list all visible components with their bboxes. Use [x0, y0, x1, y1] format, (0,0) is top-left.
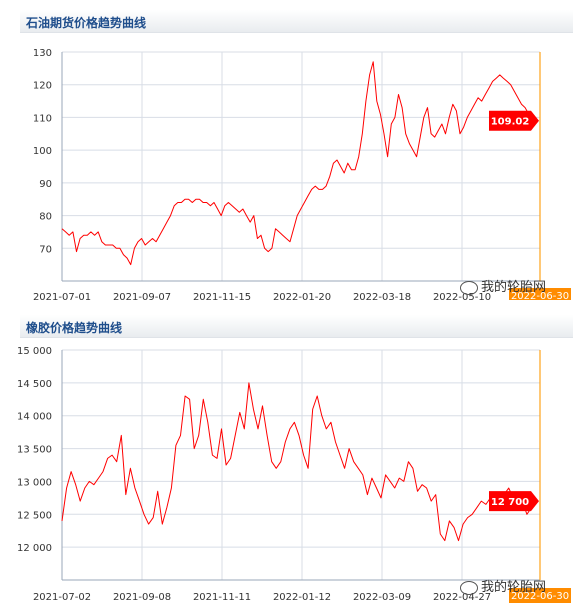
x-tick-label: 2021-09-08 — [113, 592, 171, 603]
y-tick-label: 100 — [33, 146, 52, 157]
x-tick-label: 2022-01-12 — [273, 592, 331, 603]
oil-watermark-text: 我的轮胎网 — [481, 280, 547, 295]
oil-watermark: 我的轮胎网 — [460, 276, 546, 295]
series-line — [61, 61, 536, 266]
y-tick-label: 12 000 — [17, 543, 52, 554]
x-tick-label: 2021-11-15 — [193, 292, 251, 300]
series-line — [61, 382, 537, 542]
y-tick-label: 80 — [39, 212, 52, 223]
y-tick-label: 14 000 — [17, 412, 52, 423]
x-tick-label: 2021-07-01 — [33, 292, 91, 300]
y-tick-label: 70 — [39, 244, 52, 255]
oil-chart-header: 石油期货价格趋势曲线 — [20, 10, 573, 33]
last-value-label: 12 700 — [491, 497, 529, 508]
watermark-logo-icon — [460, 280, 478, 295]
y-tick-label: 120 — [33, 81, 52, 92]
last-value-flag — [489, 110, 539, 131]
last-value-label: 109.02 — [491, 117, 530, 128]
rubber-watermark: 我的轮胎网 — [460, 576, 546, 595]
y-tick-label: 14 500 — [17, 379, 52, 390]
rubber-chart-title: 橡胶价格趋势曲线 — [26, 321, 123, 335]
x-tick-label: 2022-03-09 — [353, 592, 411, 603]
last-date-badge — [509, 588, 571, 603]
rubber-chart-header: 橡胶价格趋势曲线 — [20, 315, 573, 338]
y-tick-label: 15 000 — [17, 346, 52, 357]
y-tick-label: 13 000 — [17, 477, 52, 488]
last-date-badge — [509, 288, 571, 300]
x-tick-label: 2021-07-02 — [33, 592, 91, 603]
plot-area — [62, 350, 540, 580]
y-tick-label: 12 500 — [17, 510, 52, 521]
last-value-flag — [489, 491, 539, 512]
x-tick-label: 2022-05-10 — [433, 292, 491, 300]
x-tick-label: 2022-04-27 — [433, 592, 491, 603]
watermark-logo-icon — [460, 580, 478, 595]
oil-price-chart: 70 80 90 100 110 120 130 2021-07-01 2021-09-07 20… — [33, 48, 571, 300]
last-date-label: 2022-06-30 — [511, 591, 569, 602]
x-tick-label: 2022-03-18 — [353, 292, 411, 300]
x-tick-label: 2022-01-20 — [273, 292, 331, 300]
last-date-label: 2022-06-30 — [511, 291, 569, 300]
y-tick-label: 13 500 — [17, 445, 52, 456]
oil-chart-title: 石油期货价格趋势曲线 — [26, 16, 147, 30]
rubber-watermark-text: 我的轮胎网 — [481, 580, 547, 595]
y-tick-label: 130 — [33, 48, 52, 59]
y-tick-label: 90 — [39, 179, 52, 190]
x-tick-label: 2021-09-07 — [113, 292, 171, 300]
x-tick-label: 2021-11-11 — [193, 592, 251, 603]
y-tick-label: 110 — [33, 113, 52, 124]
